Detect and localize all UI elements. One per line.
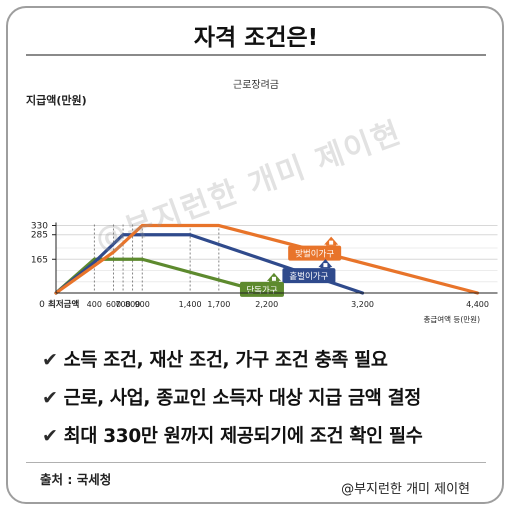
x-tick-label: 900 <box>135 300 150 309</box>
series-line-홑벌이가구 <box>54 233 365 295</box>
check-icon: ✔ <box>42 425 58 447</box>
page-title: 자격 조건은! <box>193 25 319 51</box>
title-divider <box>26 54 486 56</box>
x-tick-label: 1,400 <box>179 300 202 309</box>
y-tick-label: 330 <box>31 222 48 232</box>
y-axis-label: 지급액(만원) <box>26 93 87 107</box>
footer-divider <box>26 462 486 463</box>
source-label: 출처 : 국세청 <box>40 472 112 487</box>
series-label: 단독가구 <box>246 285 277 296</box>
bullet-text-3: 최대 330만 원까지 제공되기에 조건 확인 필수 <box>63 426 423 447</box>
x-tick-label: 3,200 <box>351 300 374 309</box>
house-window <box>271 276 276 281</box>
x-tick-label: 700 <box>115 300 130 309</box>
bullet-item-3: ✔ 최대 330만 원까지 제공되기에 조건 확인 필수 <box>42 422 423 448</box>
bullet-text-2: 근로, 사업, 종교인 소득자 대상 지급 금액 결정 <box>63 388 422 409</box>
x-tick-label: 2,200 <box>255 300 278 309</box>
credit-label: @부지런한 개미 제이현 <box>341 482 470 497</box>
x-tick-label: 400 <box>87 300 102 309</box>
check-icon: ✔ <box>42 387 58 409</box>
x-axis-note: 최저금액 <box>48 299 79 310</box>
bullet-item-1: ✔ 소득 조건, 재산 조건, 가구 조건 충족 필요 <box>42 346 388 372</box>
series-label-box <box>282 268 336 284</box>
y-tick-label: 165 <box>31 255 48 265</box>
y-tick-zero: 0 <box>39 300 45 310</box>
series-label: 홑벌이가구 <box>289 271 328 282</box>
x-tick-label: 600 <box>106 300 121 309</box>
bullet-text-1: 소득 조건, 재산 조건, 가구 조건 충족 필요 <box>63 350 388 371</box>
x-tick-label: 1,700 <box>207 300 230 309</box>
x-tick-label: 800 <box>125 300 140 309</box>
x-tick-label: 4,400 <box>466 300 489 309</box>
x-axis-label: 총급여액 등(만원) <box>423 314 480 324</box>
series-label-box <box>288 245 342 261</box>
y-tick-label: 285 <box>31 231 48 241</box>
bullet-item-2: ✔ 근로, 사업, 종교인 소득자 대상 지급 금액 결정 <box>42 384 421 410</box>
chart-title: 근로장려금 <box>233 79 279 91</box>
house-window <box>323 263 328 268</box>
series-label: 맞벌이가구 <box>295 249 334 260</box>
check-icon: ✔ <box>42 349 58 371</box>
house-window <box>329 240 334 245</box>
